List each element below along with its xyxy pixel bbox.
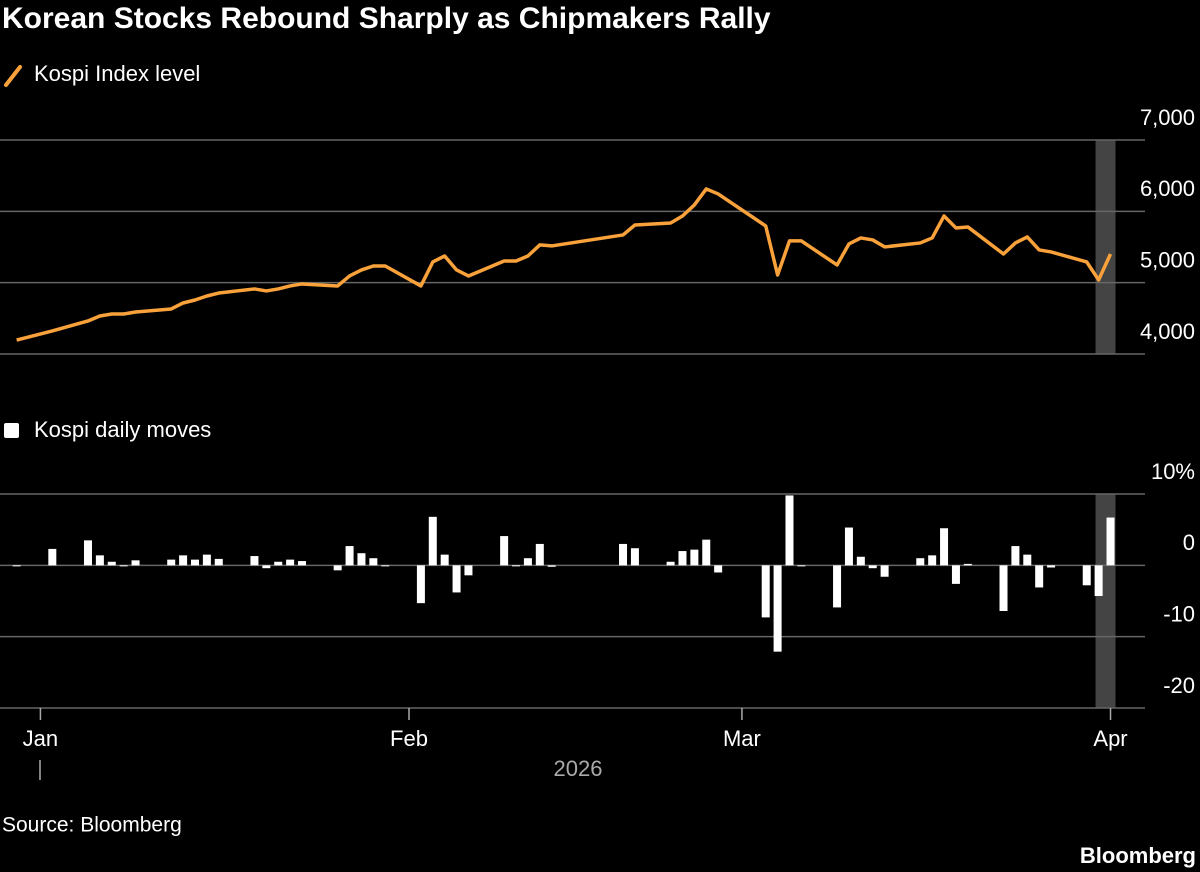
bar <box>167 559 176 566</box>
x-tick-label: Apr <box>1093 726 1127 751</box>
y-tick-label: 0 <box>1183 530 1195 555</box>
bar <box>286 559 295 566</box>
bar <box>535 543 544 566</box>
bar <box>179 555 188 566</box>
bar <box>619 543 628 566</box>
y-tick-label: 7,000 <box>1140 105 1195 130</box>
bar <box>868 565 877 569</box>
bar <box>1011 546 1020 566</box>
bar <box>833 565 842 608</box>
bar <box>357 553 366 566</box>
bar <box>797 565 806 567</box>
bar <box>214 558 223 566</box>
bar <box>416 565 425 604</box>
bar <box>274 561 283 566</box>
bar <box>773 565 782 652</box>
bar <box>547 565 556 567</box>
y-tick-label: 5,000 <box>1140 247 1195 272</box>
bar <box>333 565 342 571</box>
bar <box>119 565 128 567</box>
highlight-band <box>1095 140 1116 354</box>
bar <box>512 565 521 567</box>
bar <box>785 495 794 566</box>
bar <box>250 556 259 566</box>
bar <box>1094 565 1103 597</box>
bar <box>1082 565 1091 586</box>
bar <box>963 563 972 566</box>
bar <box>83 540 92 566</box>
bar <box>1035 565 1044 588</box>
y-tick-label: 6,000 <box>1140 176 1195 201</box>
bar <box>702 539 711 566</box>
bar <box>452 565 461 593</box>
bar <box>131 560 140 566</box>
x-axis-label: 2026 <box>554 756 603 781</box>
bar <box>690 549 699 566</box>
brand: Bloomberg <box>1080 843 1196 868</box>
bar <box>666 561 675 566</box>
bar <box>999 565 1008 611</box>
bar <box>381 565 390 567</box>
bar <box>500 536 509 566</box>
bar <box>190 559 199 566</box>
bar <box>714 565 723 573</box>
y-tick-label: 4,000 <box>1140 319 1195 344</box>
x-tick-label: Mar <box>723 726 761 751</box>
bar <box>95 555 104 566</box>
legend-icon <box>4 423 19 438</box>
line <box>16 187 1113 342</box>
bar <box>369 558 378 566</box>
bar <box>678 551 687 566</box>
source: Source: Bloomberg <box>2 814 182 837</box>
bar <box>12 565 21 567</box>
legend-icon <box>4 65 22 87</box>
bar <box>428 516 437 566</box>
bar <box>464 565 473 576</box>
x-tick-label: Jan <box>23 726 58 751</box>
bar <box>761 565 770 618</box>
bar <box>1047 565 1056 568</box>
bar <box>107 561 116 566</box>
bar <box>298 561 307 566</box>
bar <box>1106 517 1115 566</box>
bar <box>844 527 853 566</box>
bar <box>202 554 211 566</box>
x-tick-label: Feb <box>390 726 428 751</box>
legend-label: Kospi daily moves <box>34 417 211 442</box>
bar <box>630 548 639 566</box>
y-tick-label: 10% <box>1151 459 1195 484</box>
bar <box>262 565 271 569</box>
bar <box>880 565 889 577</box>
bar <box>345 546 354 566</box>
bar <box>856 556 865 566</box>
bar <box>951 565 960 584</box>
bar <box>48 548 57 566</box>
bar <box>1023 554 1032 566</box>
bar <box>916 558 925 566</box>
bar <box>523 558 532 566</box>
y-tick-label: -20 <box>1163 673 1195 698</box>
bar <box>940 528 949 566</box>
bar <box>928 555 937 566</box>
chart-title: Korean Stocks Rebound Sharply as Chipmak… <box>2 2 771 35</box>
legend-label: Kospi Index level <box>34 61 200 86</box>
y-tick-label: -10 <box>1163 601 1195 626</box>
bar <box>440 554 449 566</box>
